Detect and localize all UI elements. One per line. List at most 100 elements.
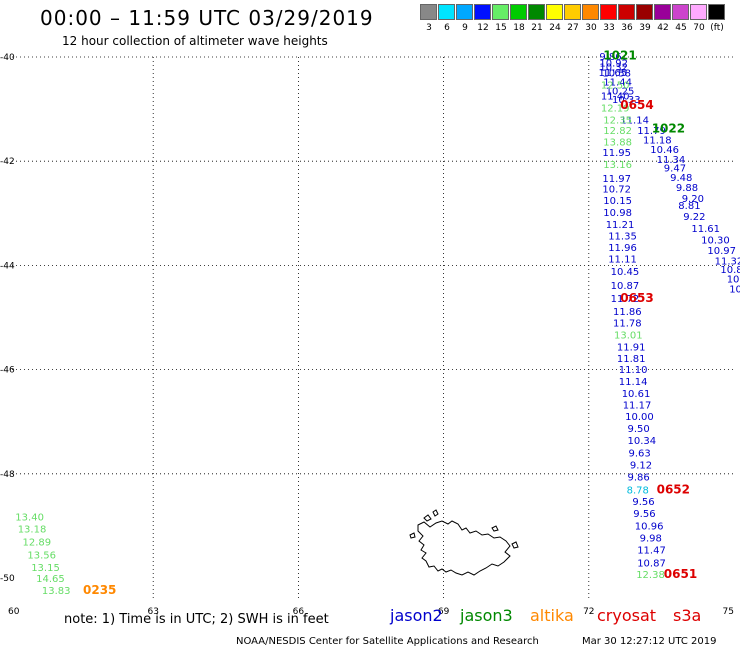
scale-swatch [510,4,527,20]
wave-height-label: 9.88 [676,183,698,194]
wave-height-label: 13.01 [614,330,643,341]
wave-height-label: 10.34 [628,436,657,447]
scale-swatch [708,4,725,20]
wave-height-label: 13.15 [31,563,60,574]
wave-height-label: 10.87 [611,281,640,292]
wave-height-label: 10.25 [606,87,635,98]
lat-tick-label: -42 [0,157,15,167]
satellite-legend-item: jason3 [460,606,513,625]
scale-label: 30 [585,23,597,33]
wave-height-label: 11.21 [606,220,635,231]
scale-label: 33 [603,23,615,33]
wave-height-label: 11.32 [715,256,740,267]
lon-tick-label: 66 [293,607,305,617]
wave-height-label: 11.78 [613,318,642,329]
scale-label: 15 [495,23,507,33]
wave-height-label: 10.92 [599,58,628,69]
map-subtitle: 12 hour collection of altimeter wave hei… [62,34,328,48]
wave-height-label: 11.61 [691,224,720,235]
lon-tick-label: 75 [723,607,734,617]
wave-height-label: 11.91 [617,342,646,353]
wave-height-label: 11.86 [613,307,642,318]
wave-height-label: 10.96 [635,522,664,533]
wave-height-label: 10.98 [603,208,632,219]
scale-swatch [564,4,581,20]
scale-label: 36 [621,23,633,33]
grid-layer: 60 63 66 69 72 75 -40 -42 -44 -46 -48 -50 [0,53,735,617]
satellite-legend-item: altika [530,606,574,625]
wave-height-label: 8.81 [678,201,700,212]
islet-outline [423,514,432,522]
wave-height-label: 10.15 [603,196,632,207]
wave-height-label: 10.33 [612,95,641,106]
scale-swatch [420,4,437,20]
main-island-outline [417,520,511,576]
scale-label: 21 [531,23,543,33]
wave-height-label: 9.50 [628,424,650,435]
wave-height-label: 10.93 [727,275,740,286]
scale-label: 9 [462,23,468,33]
wave-height-label: 13.18 [18,525,47,536]
satellite-legend-item: jason2 [390,606,443,625]
kerguelen-islands-coastline [409,509,519,576]
wave-height-label: 10.83 [720,265,740,276]
wave-height-label: 9.63 [629,449,651,460]
wave-height-label: 10.32 [599,63,628,74]
wave-height-label: 11.65 [599,68,628,79]
scale-swatch [528,4,545,20]
footer-note: note: 1) Time is in UTC; 2) SWH is in fe… [64,612,329,627]
wave-height-label: 11.17 [623,401,652,412]
pass-time-label: 1022 [652,122,685,136]
wave-height-label: 13.56 [27,551,56,562]
wave-height-label: 11.14 [619,377,648,388]
lat-tick-label: -40 [0,53,15,63]
wave-height-label: 11.47 [637,546,666,557]
wave-height-label: 10.65 [729,285,740,296]
scale-swatch [636,4,653,20]
scale-swatch [672,4,689,20]
wave-height-label: 11.35 [608,231,637,242]
scale-label: 45 [675,23,687,33]
scale-label: 42 [657,23,669,33]
wave-height-label: 10.72 [602,185,631,196]
lat-tick-label: -44 [0,261,15,271]
scale-label: 3 [426,23,432,33]
wave-height-label: 13.40 [15,513,44,524]
wave-height-label: 11.72 [611,294,640,305]
wave-height-label: 12.50 [601,80,630,91]
scale-label: 18 [513,23,525,33]
wave-height-label: 12.19 [601,104,630,115]
scale-swatch [690,4,707,20]
wave-height-label: 11.11 [608,254,637,265]
lon-tick-label: 60 [8,607,20,617]
wave-height-label: 10.46 [650,145,679,156]
wave-height-label: 9.86 [628,473,650,484]
scale-swatch [456,4,473,20]
pass-time-label: 0654 [620,98,653,112]
label-layer: 13.4013.1812.8913.5613.1514.6513.839.861… [15,49,740,598]
pass-time-label: 0653 [620,291,653,305]
scale-label: 27 [567,23,579,33]
wave-height-label: 11.14 [620,116,649,127]
wave-height-label: 11.40 [601,92,630,103]
scale-swatch [654,4,671,20]
lat-tick-label: -48 [0,470,15,480]
wave-height-label: 12.89 [23,538,52,549]
wave-height-label: 11.10 [619,365,648,376]
wave-height-label: 11.96 [608,243,637,254]
islet-outline [409,532,416,539]
lon-tick-label: 69 [438,607,450,617]
scale-swatch [600,4,617,20]
lat-tick-label: -46 [0,366,15,376]
satellite-legend-item: s3a [673,606,702,625]
scale-swatch [474,4,491,20]
wave-height-label: 9.48 [670,173,692,184]
wave-height-label: 9.22 [683,212,705,223]
wave-height-label: 10.61 [622,389,651,400]
pass-time-label: 0235 [83,583,116,597]
wave-height-label: 8.78 [627,486,649,497]
wave-height-label: 11.44 [603,78,632,89]
wave-height-label: 13.88 [603,138,632,149]
scale-swatch [618,4,635,20]
wave-height-label: 10.87 [637,559,666,570]
